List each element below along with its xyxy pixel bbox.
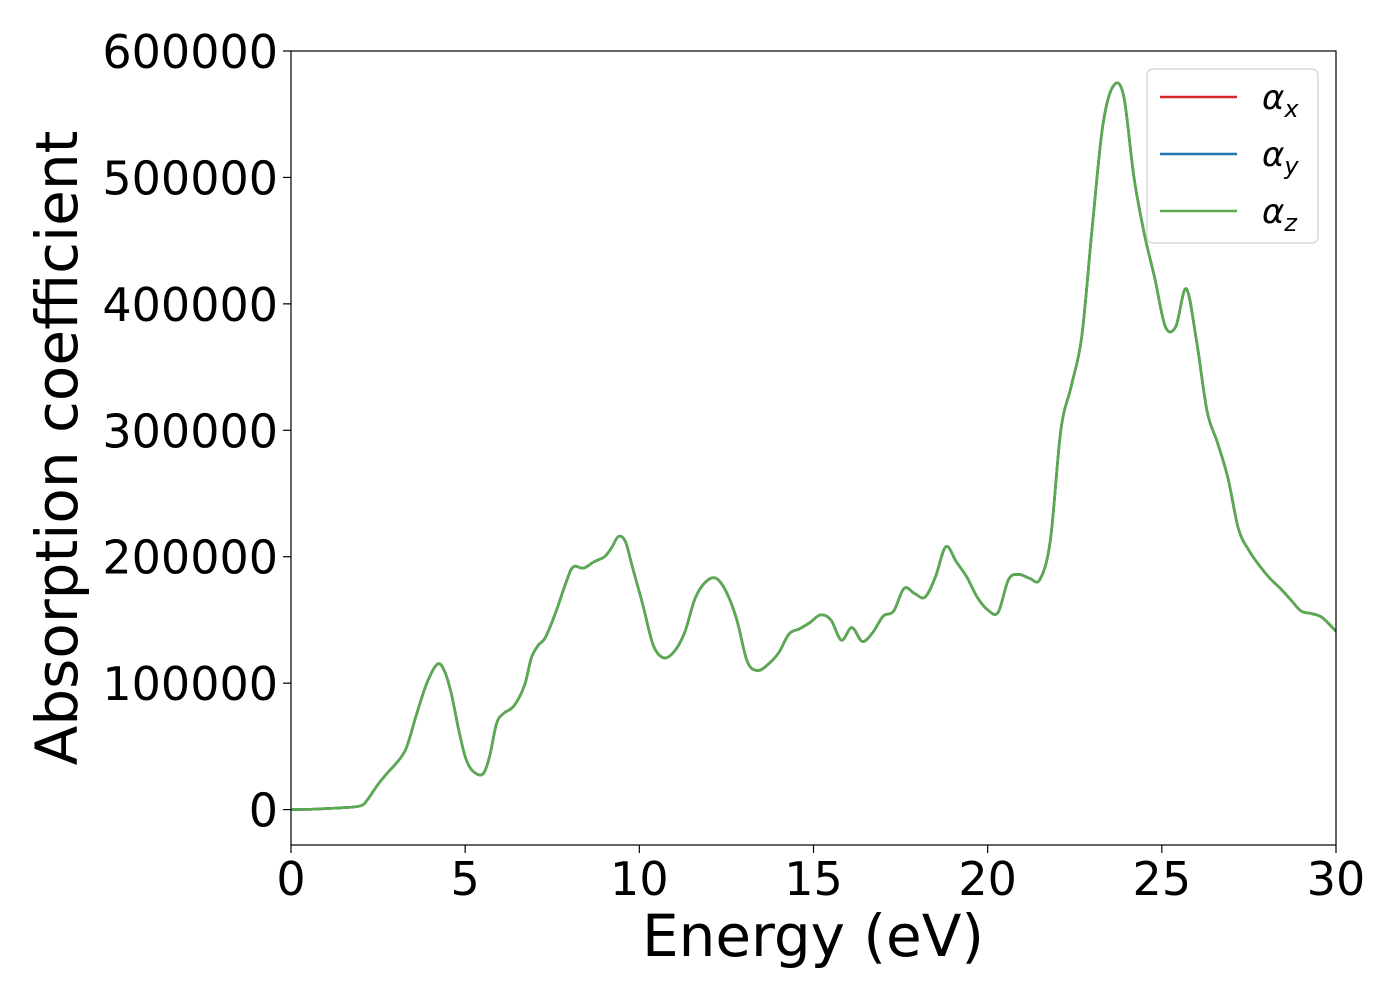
legend-entry-y: αy: [1262, 135, 1299, 180]
x-tick-label: 30: [1307, 852, 1366, 906]
legend-box: [1146, 68, 1319, 244]
x-axis-label: Energy (eV): [642, 902, 984, 970]
x-tick-label: 15: [784, 852, 843, 906]
y-tick-label: 100000: [102, 657, 278, 711]
x-tick-label: 0: [276, 852, 305, 906]
x-tick-label: 20: [958, 852, 1017, 906]
y-tick-label: 500000: [102, 151, 278, 205]
y-tick-label: 0: [249, 784, 278, 838]
y-axis-label: Absorption coefficient: [23, 131, 91, 766]
legend-entry-z: αz: [1262, 192, 1298, 237]
x-axis-ticks: 0 5 10 15 20 25 30: [276, 845, 1365, 906]
y-axis-ticks: 0 100000 200000 300000 400000 500000 600000: [102, 25, 291, 838]
y-tick-label: 200000: [102, 531, 278, 585]
y-tick-label: 300000: [102, 404, 278, 458]
legend: αx αy αz: [1146, 68, 1319, 244]
y-tick-label: 600000: [102, 25, 278, 79]
x-tick-label: 10: [610, 852, 669, 906]
y-tick-label: 400000: [102, 278, 278, 332]
series-layer: [291, 81, 1336, 811]
series-line-z: [291, 81, 1336, 811]
x-tick-label: 5: [451, 852, 480, 906]
x-tick-label: 25: [1133, 852, 1192, 906]
legend-entry-x: αx: [1262, 78, 1299, 123]
